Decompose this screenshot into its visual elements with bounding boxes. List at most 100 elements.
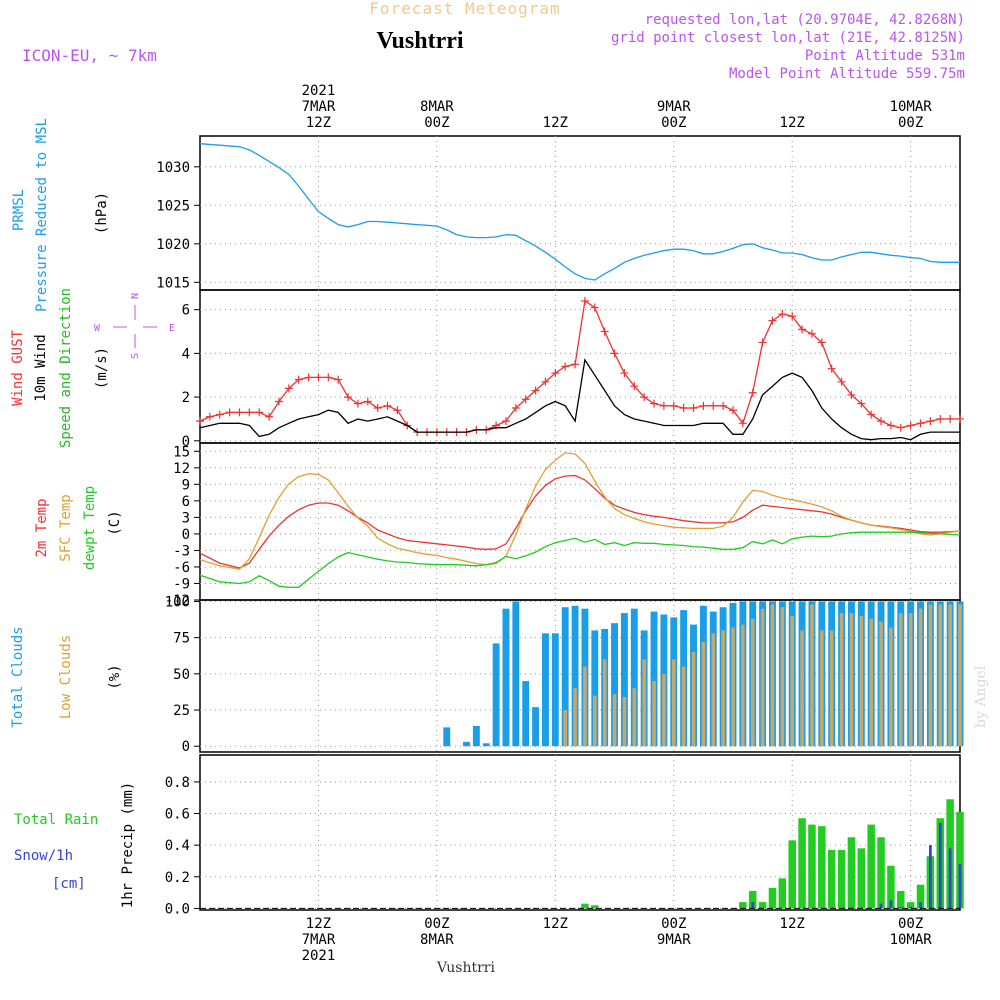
gust-marker: [235, 408, 244, 417]
gust-marker: [946, 414, 955, 423]
low-cloud-bar: [662, 673, 666, 747]
snow-bar: [909, 906, 913, 909]
low-cloud-bar: [938, 604, 943, 747]
gust-marker: [551, 369, 560, 378]
y-tick-label: 9: [182, 477, 190, 493]
gust-marker: [788, 312, 797, 321]
gust-marker: [778, 310, 787, 319]
low-cloud-bar: [800, 630, 804, 747]
watermark: by Angel: [973, 665, 989, 728]
gust-marker: [304, 373, 313, 382]
top-time-label: 00Z: [661, 115, 686, 131]
gust-marker: [896, 423, 905, 432]
total-cloud-bar: [522, 681, 530, 747]
total-cloud-bar: [630, 608, 638, 747]
low-cloud-bar: [810, 604, 814, 747]
gust-marker: [373, 404, 382, 413]
y-tick-label: 1030: [156, 160, 190, 176]
low-cloud-bar: [691, 652, 696, 747]
sfc-temp-line: [199, 452, 961, 570]
total-cloud-bar: [571, 605, 579, 747]
gust-marker: [571, 360, 580, 369]
temp-label-dewpt: dewpt Temp: [82, 486, 98, 570]
bottom-time-label: 00Z: [661, 916, 686, 932]
low-cloud-bar: [820, 630, 824, 747]
gust-marker: [363, 397, 372, 406]
point-altitude: Point Altitude 531m: [805, 48, 965, 64]
snow-bar: [929, 845, 932, 909]
gust-marker: [827, 364, 836, 373]
gust-marker: [630, 382, 639, 391]
total-cloud-bar: [591, 630, 599, 747]
gust-marker: [807, 329, 816, 338]
top-time-label: 12Z: [543, 115, 568, 131]
y-tick-label: 1025: [156, 198, 190, 214]
rain-bar: [591, 905, 599, 909]
total-cloud-bar: [443, 727, 451, 747]
super-title: Forecast Meteogram: [369, 0, 560, 18]
wind-label-10m: 10m Wind: [33, 334, 49, 401]
gust-marker: [679, 404, 688, 413]
gust-marker: [245, 408, 254, 417]
y-tick-label: 2: [182, 390, 190, 406]
y-tick-label: 75: [173, 631, 190, 647]
rain-bar: [916, 884, 925, 909]
compass-legend: W E N S: [94, 293, 175, 359]
gust-marker: [620, 369, 629, 378]
bottom-time-label: 7MAR: [302, 932, 336, 948]
gust-marker: [699, 401, 708, 410]
panel-frame: [199, 754, 961, 911]
total-cloud-bar: [532, 707, 540, 747]
low-cloud-bar: [958, 604, 962, 747]
low-cloud-bar: [928, 604, 933, 747]
rain-bar: [798, 818, 806, 909]
gust-marker: [324, 373, 333, 382]
low-cloud-bar: [849, 613, 854, 747]
rain-bar: [877, 837, 885, 909]
precip-panel: 0.0 0.2 0.4 0.6 0.8: [165, 754, 964, 917]
gust-marker: [916, 419, 925, 428]
low-cloud-bar: [681, 666, 686, 747]
panel-frame: [199, 289, 961, 444]
gust-marker: [728, 406, 737, 415]
rain-bar: [818, 826, 826, 909]
wind-ylabels: Wind GUST 10m Wind Speed and Direction (…: [10, 288, 175, 448]
gust-marker: [886, 421, 895, 430]
gust-marker: [334, 375, 343, 384]
y-tick-label: -12: [165, 593, 190, 609]
gust-marker: [521, 395, 530, 404]
y-tick-label: 12: [173, 461, 190, 477]
low-cloud-bar: [711, 633, 716, 747]
total-cloud-bar: [561, 607, 569, 747]
cloud-ylabels: Total Clouds Low Clouds (%): [10, 626, 123, 727]
top-time-label: 12Z: [306, 115, 331, 131]
snow-bar: [751, 902, 755, 909]
gust-marker: [956, 414, 964, 423]
gust-marker: [600, 327, 609, 336]
top-time-label: 7MAR: [302, 99, 336, 115]
rain-bar: [956, 811, 964, 909]
rain-bar: [778, 878, 787, 909]
gust-marker: [294, 375, 303, 384]
model-altitude: Model Point Altitude 559.75m: [729, 66, 965, 82]
gust-marker: [817, 338, 826, 347]
pressure-unit: (hPa): [94, 192, 110, 234]
bottom-time-label: 12Z: [780, 916, 805, 932]
wind-gust-line: [199, 299, 960, 433]
total-cloud-bar: [512, 601, 520, 747]
rain-bar: [887, 865, 895, 909]
compass-west: W: [94, 323, 101, 334]
bottom-time-label: 8MAR: [420, 932, 454, 948]
gust-marker: [215, 410, 224, 419]
precip-label-rain: Total Rain: [14, 812, 98, 828]
low-cloud-bar: [839, 613, 844, 747]
model-label: ICON-EU, ~ 7km: [22, 46, 157, 65]
low-cloud-bar: [741, 624, 745, 747]
low-cloud-bar: [829, 630, 834, 747]
gust-marker: [531, 386, 540, 395]
footer-location: Vushtrri: [436, 960, 495, 976]
top-time-label: 00Z: [898, 115, 923, 131]
gust-marker: [274, 397, 283, 406]
